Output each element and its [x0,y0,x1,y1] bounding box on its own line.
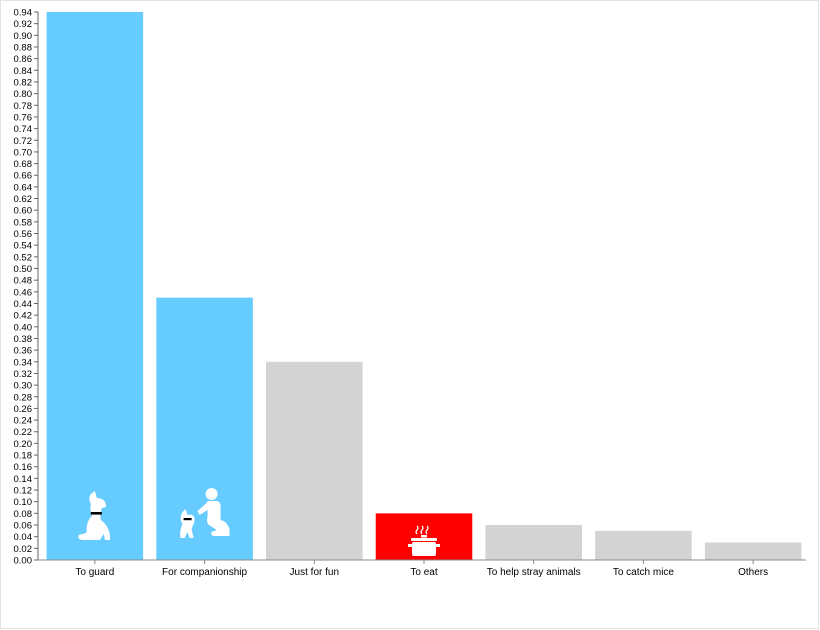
dog-icon [78,491,111,540]
x-tick-label: To guard [75,567,114,578]
y-tick-label: 0.18 [14,451,33,462]
y-tick-label: 0.04 [14,532,33,543]
y-tick-label: 0.02 [14,544,33,555]
bar [46,12,144,560]
x-tick-label: To catch mice [613,567,675,578]
y-tick-label: 0.50 [14,264,33,275]
y-tick-label: 0.08 [14,509,33,520]
y-tick-label: 0.58 [14,217,33,228]
y-tick-label: 0.80 [14,89,33,100]
bar [704,542,802,560]
bar [156,297,253,560]
y-tick-label: 0.68 [14,159,33,170]
y-tick-label: 0.46 [14,287,33,298]
y-tick-label: 0.84 [14,66,33,77]
y-tick-label: 0.30 [14,381,33,392]
y-tick-label: 0.12 [14,486,33,497]
y-tick-label: 0.42 [14,311,33,322]
y-tick-label: 0.56 [14,229,33,240]
y-tick-label: 0.24 [14,416,33,427]
y-tick-label: 0.40 [14,322,33,333]
x-tick-label: Others [738,567,768,578]
y-tick-label: 0.20 [14,439,33,450]
y-tick-label: 0.64 [14,182,33,193]
bars [46,12,802,560]
bar [266,361,363,560]
y-tick-label: 0.44 [14,299,33,310]
bar [595,530,692,560]
y-tick-label: 0.00 [14,556,33,567]
y-tick-label: 0.52 [14,252,33,263]
y-tick-label: 0.88 [14,42,33,53]
y-tick-label: 0.48 [14,276,33,287]
y-tick-label: 0.14 [14,474,33,485]
y-tick-label: 0.94 [14,8,33,19]
y-axis: 0.000.020.040.060.080.100.120.140.160.18… [14,8,39,567]
y-tick-label: 0.32 [14,369,33,380]
y-tick-label: 0.22 [14,427,33,438]
y-tick-label: 0.76 [14,112,33,123]
y-tick-label: 0.54 [14,241,33,252]
x-tick-label: To eat [410,567,437,578]
y-tick-label: 0.28 [14,392,33,403]
person-with-dog-icon [180,488,230,538]
y-tick-label: 0.82 [14,77,33,88]
y-tick-label: 0.16 [14,462,33,473]
cooking-pot-icon [408,525,440,556]
dog-collar [90,512,102,515]
y-tick-label: 0.74 [14,124,33,135]
y-tick-label: 0.66 [14,171,33,182]
y-tick-label: 0.36 [14,346,33,357]
x-tick-label: Just for fun [290,567,339,578]
y-tick-label: 0.72 [14,136,33,147]
x-tick-label: To help stray animals [487,567,581,578]
y-tick-label: 0.62 [14,194,33,205]
y-tick-label: 0.06 [14,521,33,532]
y-tick-label: 0.70 [14,147,33,158]
y-tick-label: 0.78 [14,101,33,112]
y-tick-label: 0.60 [14,206,33,217]
y-tick-label: 0.10 [14,497,33,508]
y-tick-label: 0.26 [14,404,33,415]
y-tick-label: 0.34 [14,357,33,368]
x-axis: To guard For companionship Just for fun To … [38,559,806,578]
bar [485,525,582,560]
y-tick-label: 0.38 [14,334,33,345]
x-tick-label: For companionship [162,567,247,578]
y-tick-label: 0.90 [14,31,33,42]
y-tick-label: 0.92 [14,19,33,30]
y-tick-label: 0.86 [14,54,33,65]
